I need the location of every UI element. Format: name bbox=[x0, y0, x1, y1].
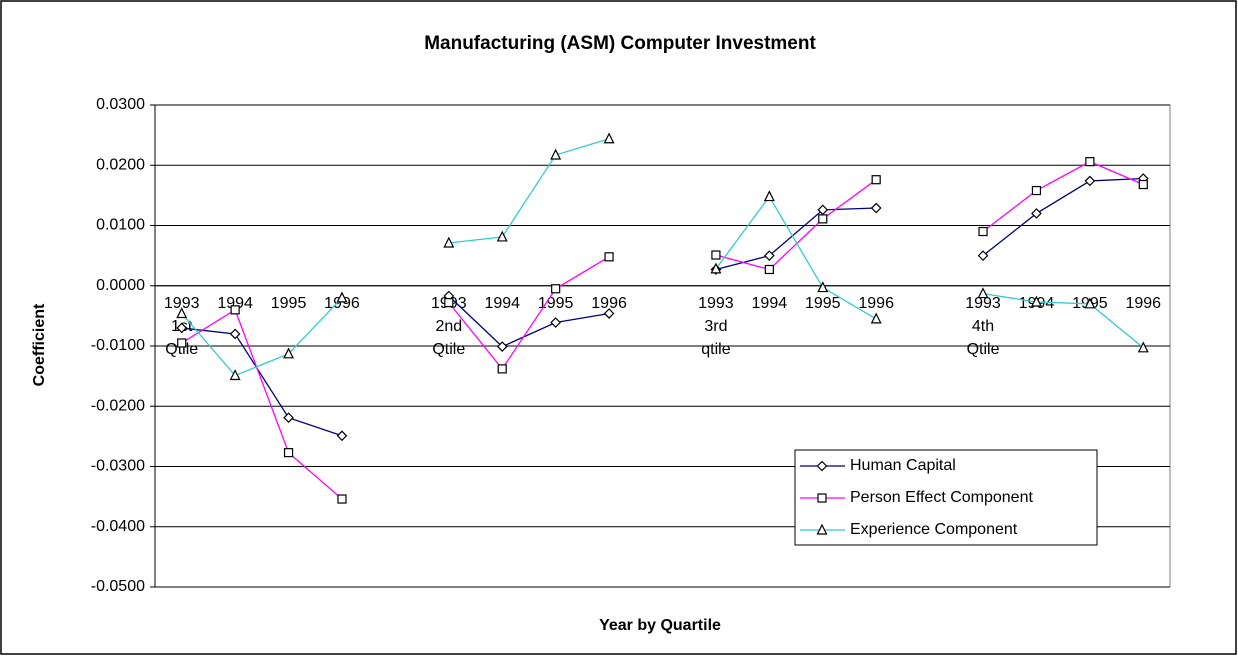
marker bbox=[818, 214, 828, 224]
marker bbox=[870, 312, 882, 324]
marker bbox=[1085, 157, 1095, 167]
legend-marker bbox=[816, 523, 828, 535]
marker bbox=[1031, 208, 1042, 219]
marker bbox=[763, 190, 775, 202]
legend: Human Capital Person Effect Component Expe… bbox=[794, 449, 1098, 546]
marker bbox=[603, 308, 615, 319]
y-tick-label: -0.0500 bbox=[91, 578, 145, 595]
legend-marker bbox=[817, 493, 827, 503]
legend-label: Human Capital bbox=[850, 457, 956, 474]
marker bbox=[870, 202, 882, 214]
x-tick-label: 1994 bbox=[752, 295, 788, 312]
y-tick-label: -0.0300 bbox=[91, 458, 145, 475]
y-tick-label: 0.0000 bbox=[96, 277, 145, 294]
x-tick-label: 1994 bbox=[217, 295, 253, 312]
marker bbox=[710, 262, 722, 274]
series-line bbox=[181, 177, 1144, 437]
marker bbox=[1137, 341, 1149, 353]
y-tick-label: -0.0100 bbox=[91, 337, 145, 354]
y-tick-label: -0.0400 bbox=[91, 518, 145, 535]
marker bbox=[1084, 297, 1096, 309]
marker bbox=[1084, 175, 1096, 187]
marker bbox=[550, 148, 562, 160]
x-tick-label: 1995 bbox=[538, 295, 574, 312]
marker bbox=[871, 175, 881, 185]
marker bbox=[1030, 295, 1042, 307]
marker bbox=[230, 305, 240, 315]
chart-title: Manufacturing (ASM) Computer Investment bbox=[424, 33, 816, 54]
marker bbox=[1138, 179, 1148, 190]
series-line bbox=[181, 160, 1144, 500]
marker bbox=[977, 287, 989, 299]
marker bbox=[177, 338, 187, 348]
marker bbox=[496, 230, 508, 242]
marker bbox=[229, 328, 241, 340]
marker bbox=[337, 494, 347, 504]
x-tick-label: 1994 bbox=[484, 295, 520, 312]
marker bbox=[496, 341, 508, 352]
marker bbox=[497, 364, 507, 374]
x-tick-label: 1995 bbox=[271, 295, 307, 312]
x-tick-label: 1993 3rd qtile bbox=[698, 295, 734, 358]
legend-label: Experience Component bbox=[850, 521, 1018, 538]
x-tick-label: 1996 bbox=[858, 295, 894, 312]
marker bbox=[551, 284, 561, 294]
marker bbox=[283, 347, 295, 359]
x-tick-label: 1996 bbox=[1125, 295, 1161, 312]
x-axis-title: Year by Quartile bbox=[599, 617, 721, 634]
marker bbox=[550, 317, 562, 328]
marker bbox=[336, 291, 348, 303]
marker bbox=[283, 448, 294, 458]
series-line bbox=[181, 138, 1144, 377]
y-axis-title: Coefficient bbox=[31, 303, 48, 386]
y-tick-label: -0.0200 bbox=[91, 397, 145, 414]
marker bbox=[443, 236, 455, 248]
marker bbox=[711, 250, 721, 260]
marker bbox=[604, 252, 614, 262]
marker bbox=[176, 322, 188, 334]
marker bbox=[763, 250, 775, 261]
marker bbox=[283, 412, 294, 424]
marker bbox=[176, 307, 188, 319]
marker bbox=[603, 132, 615, 144]
marker bbox=[1031, 185, 1042, 196]
marker bbox=[817, 281, 829, 293]
marker bbox=[978, 226, 988, 237]
marker bbox=[977, 250, 989, 261]
y-tick-label: 0.0200 bbox=[96, 156, 145, 173]
legend-box bbox=[794, 449, 1098, 546]
legend-label: Person Effect Component bbox=[850, 489, 1033, 506]
legend-marker bbox=[816, 460, 828, 472]
marker bbox=[764, 264, 774, 275]
x-tick-label: 1993 4th Qtile bbox=[965, 295, 1001, 358]
x-tick-label: 1995 bbox=[805, 295, 841, 312]
marker bbox=[444, 298, 454, 308]
y-tick-label: 0.0300 bbox=[96, 96, 145, 113]
x-tick-label: 1996 bbox=[591, 295, 627, 312]
y-tick-label: 0.0100 bbox=[96, 217, 145, 234]
marker bbox=[229, 369, 241, 381]
marker bbox=[336, 430, 348, 442]
